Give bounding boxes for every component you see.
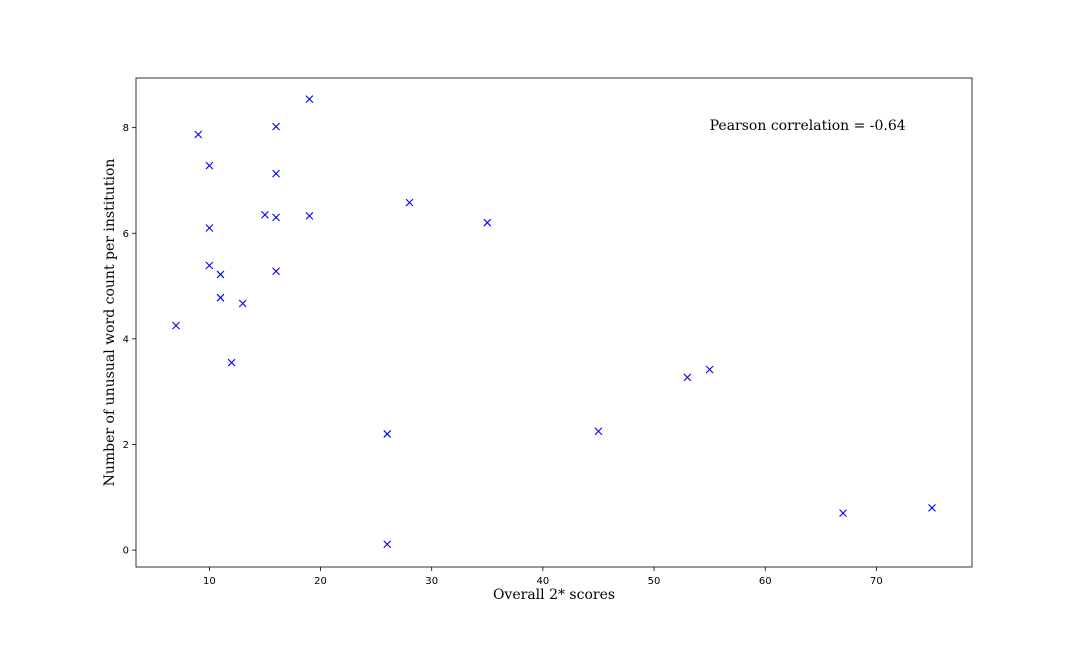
data-point	[705, 365, 714, 374]
data-point	[216, 293, 225, 302]
y-tick-label: 6	[123, 229, 129, 240]
data-point	[483, 218, 492, 227]
data-point	[383, 540, 392, 549]
y-tick-label: 2	[123, 440, 129, 451]
y-tick-label: 0	[123, 546, 129, 557]
data-points	[172, 95, 936, 549]
data-point	[272, 267, 280, 276]
data-point	[272, 213, 280, 222]
data-point	[216, 270, 225, 279]
x-tick-label: 10	[203, 576, 216, 587]
plot-area-frame	[135, 77, 973, 568]
y-tick-label: 4	[123, 334, 129, 345]
data-point	[205, 224, 214, 232]
x-tick-label: 60	[759, 576, 772, 587]
data-point	[205, 161, 214, 170]
data-point	[261, 210, 269, 219]
y-tick-label: 8	[123, 123, 129, 134]
x-tick-label: 30	[425, 576, 438, 587]
data-point	[238, 299, 247, 308]
data-point	[839, 509, 847, 518]
data-point	[928, 503, 936, 512]
data-point	[172, 321, 180, 330]
x-tick-label: 50	[648, 576, 661, 587]
correlation-annotation: Pearson correlation = -0.64	[710, 118, 906, 134]
data-point	[305, 211, 314, 220]
x-axis-label: Overall 2* scores	[493, 587, 615, 603]
data-point	[405, 198, 414, 207]
data-point	[272, 122, 280, 131]
data-point	[227, 358, 236, 367]
data-point	[683, 373, 692, 382]
data-point	[305, 95, 314, 104]
x-tick-label: 70	[870, 576, 883, 587]
data-point	[594, 427, 603, 436]
data-point	[383, 430, 392, 438]
data-point	[194, 130, 203, 139]
x-tick-label: 20	[314, 576, 327, 587]
y-axis-label: Number of unusual word count per institu…	[102, 159, 118, 487]
x-tick-label: 40	[537, 576, 550, 587]
data-point	[205, 261, 214, 270]
data-point	[272, 169, 280, 178]
axis-ticks: 10 20 30 40 50 60 70 0 2 4 6 8	[123, 123, 883, 587]
